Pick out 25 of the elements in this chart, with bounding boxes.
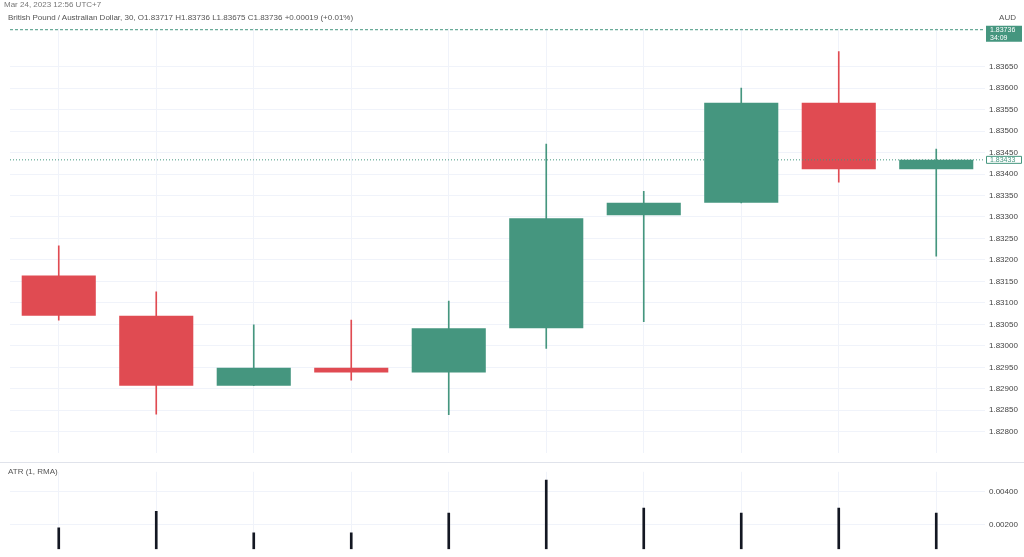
y-tick-label: 1.82950 xyxy=(989,362,1019,372)
y-tick-label: 1.83400 xyxy=(989,169,1019,179)
y-tick-label: 1.83050 xyxy=(989,319,1019,329)
y-tick-label: 1.83350 xyxy=(989,190,1019,200)
y-tick-label: 1.83300 xyxy=(989,212,1019,222)
y-tick-label: 0.00400 xyxy=(989,486,1019,496)
y-tick-label: 1.83000 xyxy=(989,341,1019,351)
y-tick-label: 1.83650 xyxy=(989,61,1019,71)
y-tick-label: 1.83100 xyxy=(989,298,1019,308)
chart-title: British Pound / Australian Dollar, 30, O1.83717 H1.83736 L1.83675 C1.83736 +0.00019 (+0.01%) xyxy=(8,13,354,22)
y-tick-label: 0.00200 xyxy=(989,519,1019,529)
y-tick-label: 1.83250 xyxy=(989,233,1019,243)
y-tick-label: 1.82850 xyxy=(989,405,1019,415)
y-tick-label: 1.83500 xyxy=(989,126,1019,136)
y-tick-label: 1.83200 xyxy=(989,255,1019,265)
y-axis-title: AUD xyxy=(999,13,1016,22)
y-tick-label: 1.83450 xyxy=(989,147,1019,157)
chart-title: ATR (1, RMA) xyxy=(8,467,58,476)
y-tick-label: 1.83600 xyxy=(989,83,1019,93)
y-tick-label: 1.82800 xyxy=(989,426,1019,436)
y-tick-label: 1.83550 xyxy=(989,104,1019,114)
candlestick xyxy=(606,190,681,323)
y-tick-label: 1.82900 xyxy=(989,383,1019,393)
text: Mar 24, 2023 12:56 UTC+7 xyxy=(4,0,102,9)
y-tick-label: 1.83150 xyxy=(989,276,1019,286)
